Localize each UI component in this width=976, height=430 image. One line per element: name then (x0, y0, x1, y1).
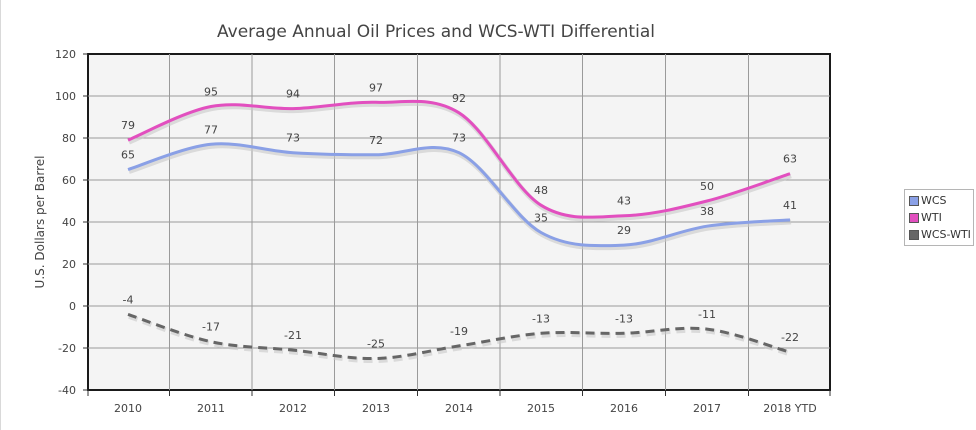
data-label-wcs: 72 (369, 134, 383, 147)
data-labels: 65 77 73 72 73 35 29 38 41 79 95 94 97 92 48 43 50 63 -4 -1… (121, 81, 799, 350)
data-label-wcs: 73 (286, 132, 300, 145)
data-label-wcs-wti: -25 (367, 338, 385, 351)
data-label-wcs: 73 (452, 132, 466, 145)
data-label-wti: 50 (700, 180, 714, 193)
data-label-wcs: 41 (783, 199, 797, 212)
y-tick-label: 80 (62, 132, 76, 145)
y-tick-label: 100 (55, 90, 76, 103)
data-label-wcs: 29 (617, 224, 631, 237)
x-tick-label: 2015 (527, 402, 555, 415)
x-tick-label: 2013 (362, 402, 390, 415)
legend-label: WTI (921, 211, 942, 224)
data-label-wcs-wti: -19 (450, 325, 468, 338)
y-tick-label: 60 (62, 174, 76, 187)
chart-legend: WCS WTI WCS-WTI (904, 189, 974, 246)
data-label-wti: 94 (286, 88, 300, 101)
series-line-wcs-wti (127, 312, 791, 361)
data-label-wcs-wti: -17 (202, 321, 220, 334)
legend-item-wcs: WCS (905, 192, 973, 209)
y-tick-label: 0 (69, 300, 76, 313)
data-label-wti: 63 (783, 153, 797, 166)
data-label-wti: 43 (617, 195, 631, 208)
data-label-wcs: 65 (121, 149, 135, 162)
data-label-wti: 97 (369, 81, 383, 94)
legend-item-wti: WTI (905, 209, 973, 226)
data-label-wcs-wti: -4 (123, 293, 134, 306)
series-shadow-wcs-wti (128, 314, 792, 364)
legend-swatch (909, 195, 919, 206)
legend-label: WCS-WTI (921, 228, 971, 241)
legend-swatch (909, 229, 919, 240)
data-label-wcs-wti: -22 (781, 331, 799, 344)
y-tick-label: 20 (62, 258, 76, 271)
page-frame-border (0, 0, 1, 430)
series-lines (127, 99, 792, 364)
data-label-wcs-wti: -13 (532, 312, 550, 325)
x-tick-label: 2010 (114, 402, 142, 415)
y-tick-label: -40 (58, 384, 76, 397)
data-label-wcs: 38 (700, 205, 714, 218)
x-tick-label: 2012 (279, 402, 307, 415)
x-tick-label: 2011 (197, 402, 225, 415)
legend-label: WCS (921, 194, 947, 207)
y-tick-label: 120 (55, 48, 76, 61)
data-label-wcs-wti: -11 (698, 308, 716, 321)
x-tick-label: 2016 (610, 402, 638, 415)
x-axis-ticks: 2010 2011 2012 2013 2014 2015 2016 2017 2018 YTD (87, 390, 831, 415)
y-axis-label: U.S. Dollars per Barrel (33, 156, 47, 289)
x-tick-label: 2017 (693, 402, 721, 415)
chart-title: Average Annual Oil Prices and WCS-WTI Di… (217, 22, 655, 42)
data-label-wcs-wti: -21 (284, 329, 302, 342)
legend-item-wcs-wti: WCS-WTI (905, 226, 973, 243)
legend-swatch (909, 212, 919, 223)
data-label-wcs: 77 (204, 123, 218, 136)
data-label-wti: 95 (204, 86, 218, 99)
series-line-wti (127, 99, 791, 219)
y-tick-label: 40 (62, 216, 76, 229)
data-label-wti: 79 (121, 119, 135, 132)
series-line-wcs (127, 142, 791, 248)
y-tick-label: -20 (58, 342, 76, 355)
data-label-wti: 92 (452, 92, 466, 105)
x-tick-label: 2018 YTD (763, 402, 816, 415)
y-axis-ticks: 120 100 80 60 40 20 0 -20 -40 (55, 48, 88, 397)
data-label-wcs: 35 (534, 212, 548, 225)
x-tick-label: 2014 (445, 402, 473, 415)
data-label-wti: 48 (534, 184, 548, 197)
data-label-wcs-wti: -13 (615, 312, 633, 325)
